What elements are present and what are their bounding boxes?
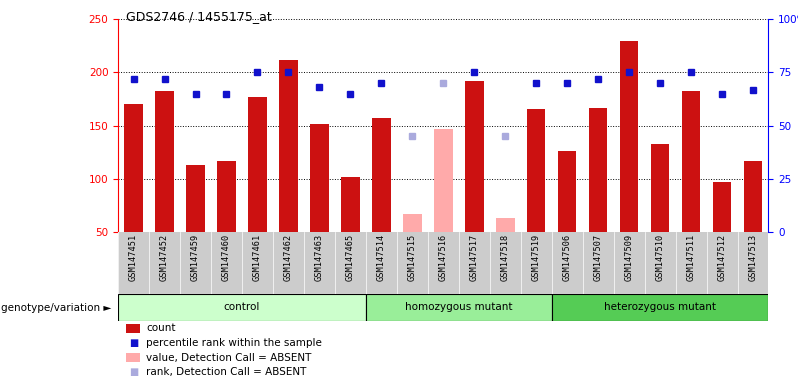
Bar [403, 214, 421, 232]
Bar [156, 91, 174, 232]
Text: heterozygous mutant: heterozygous mutant [604, 302, 716, 312]
Bar [434, 129, 452, 232]
Bar [180, 232, 211, 294]
Bar [186, 165, 205, 232]
Bar [651, 144, 670, 232]
Bar [304, 232, 335, 294]
Bar [149, 232, 180, 294]
Bar [737, 232, 768, 294]
Bar [527, 109, 546, 232]
Text: control: control [223, 302, 260, 312]
Bar [645, 232, 676, 294]
Text: genotype/variation ►: genotype/variation ► [1, 303, 111, 313]
Text: ■: ■ [128, 367, 138, 377]
Bar [273, 232, 304, 294]
Bar [551, 232, 583, 294]
Bar [118, 232, 149, 294]
Bar [713, 182, 731, 232]
Bar [681, 91, 701, 232]
Bar [676, 232, 706, 294]
Text: rank, Detection Call = ABSENT: rank, Detection Call = ABSENT [146, 367, 306, 377]
Bar [242, 232, 273, 294]
Text: GSM147506: GSM147506 [563, 234, 571, 281]
Text: GSM147518: GSM147518 [500, 234, 510, 281]
Bar [365, 232, 397, 294]
Bar [744, 161, 762, 232]
Text: GDS2746 / 1455175_at: GDS2746 / 1455175_at [126, 10, 272, 23]
Bar [428, 232, 459, 294]
Text: GSM147519: GSM147519 [531, 234, 541, 281]
Bar [397, 232, 428, 294]
Text: percentile rank within the sample: percentile rank within the sample [146, 338, 322, 348]
Bar [465, 81, 484, 232]
Text: homozygous mutant: homozygous mutant [405, 302, 512, 312]
Text: GSM147511: GSM147511 [686, 234, 696, 281]
Bar [558, 151, 576, 232]
Text: GSM147512: GSM147512 [717, 234, 726, 281]
Text: GSM147460: GSM147460 [222, 234, 231, 281]
Bar [365, 294, 551, 321]
Bar [118, 294, 365, 321]
Text: GSM147507: GSM147507 [594, 234, 602, 281]
Text: ■: ■ [128, 338, 138, 348]
Text: GSM147517: GSM147517 [470, 234, 479, 281]
Bar [614, 232, 645, 294]
Bar [279, 60, 298, 232]
Bar [217, 161, 235, 232]
Bar [589, 108, 607, 232]
Text: GSM147462: GSM147462 [284, 234, 293, 281]
Text: GSM147509: GSM147509 [625, 234, 634, 281]
Bar [248, 97, 267, 232]
Bar [310, 124, 329, 232]
Text: count: count [146, 323, 176, 333]
Bar [459, 232, 490, 294]
Bar [335, 232, 365, 294]
Bar [583, 232, 614, 294]
Bar [490, 232, 521, 294]
Text: GSM147516: GSM147516 [439, 234, 448, 281]
Bar [341, 177, 360, 232]
Bar [372, 118, 391, 232]
Text: GSM147510: GSM147510 [656, 234, 665, 281]
Text: GSM147515: GSM147515 [408, 234, 417, 281]
Text: GSM147461: GSM147461 [253, 234, 262, 281]
Text: GSM147452: GSM147452 [160, 234, 169, 281]
Bar [521, 232, 551, 294]
Text: GSM147514: GSM147514 [377, 234, 386, 281]
Text: GSM147513: GSM147513 [749, 234, 757, 281]
Text: GSM147465: GSM147465 [346, 234, 355, 281]
Bar [211, 232, 242, 294]
Text: value, Detection Call = ABSENT: value, Detection Call = ABSENT [146, 353, 311, 362]
Text: GSM147451: GSM147451 [129, 234, 138, 281]
Bar [496, 218, 515, 232]
Text: GSM147463: GSM147463 [315, 234, 324, 281]
Text: GSM147459: GSM147459 [191, 234, 200, 281]
Bar [706, 232, 737, 294]
Bar [551, 294, 768, 321]
Bar [620, 41, 638, 232]
Bar [124, 104, 143, 232]
